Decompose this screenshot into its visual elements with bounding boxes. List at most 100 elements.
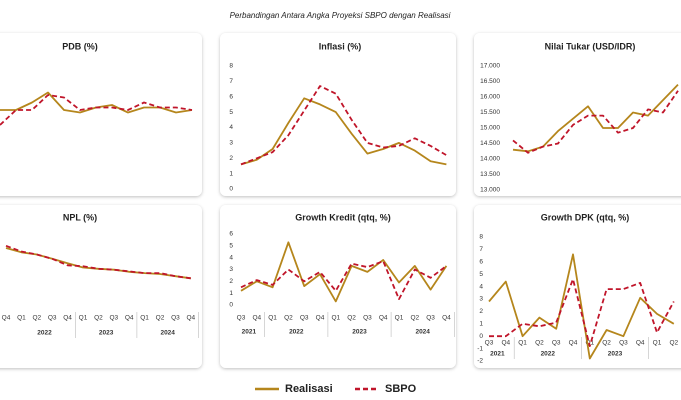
- y-tick-label: 4: [229, 124, 233, 131]
- x-tick-label: Q4: [636, 340, 645, 347]
- y-tick-label: 3: [479, 296, 483, 303]
- y-tick-label: 7: [479, 246, 483, 253]
- x-tick-label: Q3: [363, 315, 372, 322]
- series-line: [240, 97, 447, 166]
- x-group-label: 2021: [242, 329, 257, 336]
- x-tick-label: Q3: [300, 315, 309, 322]
- y-tick-label: 14.500: [480, 140, 500, 147]
- y-tick-label: 4: [229, 254, 233, 261]
- page-title: Perbandingan Antara Angka Proyeksi SBPO …: [230, 11, 451, 20]
- x-group-label: 2023: [352, 329, 367, 336]
- y-tick-label: 6: [229, 231, 233, 238]
- y-tick-label: 0: [479, 333, 483, 340]
- x-tick-label: Q3: [426, 315, 435, 322]
- x-tick-label: Q1: [268, 315, 277, 322]
- x-tick-label: Q2: [602, 340, 611, 347]
- x-tick-label: Q1: [331, 315, 340, 322]
- x-tick-label: Q3: [109, 315, 118, 322]
- x-tick-label: Q2: [535, 340, 544, 347]
- chart-title: Growth DPK (qtq, %): [541, 212, 630, 222]
- y-tick-label: 6: [479, 259, 483, 266]
- x-tick-label: Q2: [32, 315, 41, 322]
- y-tick-label: 1: [229, 290, 233, 297]
- x-group-label: 2022: [541, 351, 556, 358]
- y-tick-label: 1: [229, 170, 233, 177]
- x-tick-label: Q4: [316, 315, 325, 322]
- y-tick-label: 2: [229, 155, 233, 162]
- x-tick-label: Q1: [140, 315, 149, 322]
- y-tick-label: 15.500: [480, 109, 500, 116]
- y-tick-label: 3: [229, 140, 233, 147]
- x-tick-label: Q3: [237, 315, 246, 322]
- y-tick-label: -1: [477, 345, 483, 352]
- legend-label: SBPO: [385, 383, 417, 395]
- series-line: [5, 244, 191, 280]
- x-tick-label: Q4: [379, 315, 388, 322]
- x-tick-label: Q1: [17, 315, 26, 322]
- x-tick-label: Q1: [79, 315, 88, 322]
- x-tick-label: Q3: [485, 340, 494, 347]
- panel: [0, 205, 202, 368]
- y-tick-label: 5: [229, 109, 233, 116]
- panel: [0, 33, 202, 196]
- x-tick-label: Q4: [252, 315, 261, 322]
- y-tick-label: 6: [229, 93, 233, 100]
- x-group-label: 2022: [37, 330, 52, 337]
- y-tick-label: 5: [479, 271, 483, 278]
- chart-title: Nilai Tukar (USD/IDR): [545, 41, 636, 51]
- x-tick-label: Q2: [669, 340, 678, 347]
- chart-title: NPL (%): [63, 212, 97, 222]
- legend-label: Realisasi: [285, 383, 333, 395]
- y-tick-label: 3: [229, 266, 233, 273]
- chart-title: PDB (%): [62, 41, 98, 51]
- series-line: [240, 241, 448, 303]
- y-tick-label: 5: [229, 243, 233, 250]
- x-tick-label: Q3: [619, 340, 628, 347]
- x-tick-label: Q1: [518, 340, 527, 347]
- x-tick-label: Q2: [94, 315, 103, 322]
- series-line: [512, 90, 679, 154]
- y-tick-label: 0: [229, 302, 233, 309]
- y-tick-label: 17.000: [480, 63, 500, 70]
- x-group-label: 2021: [490, 351, 505, 358]
- x-tick-label: Q3: [48, 315, 57, 322]
- y-tick-label: 2: [479, 308, 483, 315]
- y-tick-label: 16.000: [480, 94, 500, 101]
- x-tick-label: Q4: [501, 340, 510, 347]
- series-line: [0, 94, 193, 126]
- x-group-label: 2023: [99, 330, 114, 337]
- series-line: [488, 253, 675, 360]
- series-line: [240, 85, 447, 166]
- x-tick-label: Q4: [63, 315, 72, 322]
- x-tick-label: Q4: [569, 340, 578, 347]
- x-tick-label: Q3: [552, 340, 561, 347]
- y-tick-label: 8: [479, 234, 483, 241]
- x-group-label: 2023: [608, 351, 623, 358]
- y-tick-label: 7: [229, 78, 233, 85]
- y-tick-label: 4: [479, 283, 483, 290]
- y-tick-label: 15.000: [480, 125, 500, 132]
- x-group-label: 2022: [289, 329, 304, 336]
- x-group-label: 2024: [415, 329, 430, 336]
- y-tick-label: 13.000: [480, 187, 500, 194]
- y-tick-label: 0: [229, 186, 233, 193]
- x-tick-label: Q2: [284, 315, 293, 322]
- x-tick-label: Q4: [442, 315, 451, 322]
- y-tick-label: 16.500: [480, 78, 500, 85]
- y-tick-label: 14.000: [480, 156, 500, 163]
- x-tick-label: Q1: [395, 315, 404, 322]
- chart-title: Inflasi (%): [319, 41, 362, 51]
- series-line: [489, 278, 675, 347]
- x-group-label: 2024: [160, 330, 175, 337]
- y-tick-label: -2: [477, 358, 483, 365]
- series-line: [240, 260, 447, 300]
- y-tick-label: 2: [229, 278, 233, 285]
- x-tick-label: Q4: [125, 315, 134, 322]
- chart-title: Growth Kredit (qtq, %): [295, 212, 391, 222]
- x-tick-label: Q1: [653, 340, 662, 347]
- x-tick-label: Q4: [186, 315, 195, 322]
- x-tick-label: Q2: [410, 315, 419, 322]
- x-tick-label: Q2: [347, 315, 356, 322]
- y-tick-label: 1: [479, 321, 483, 328]
